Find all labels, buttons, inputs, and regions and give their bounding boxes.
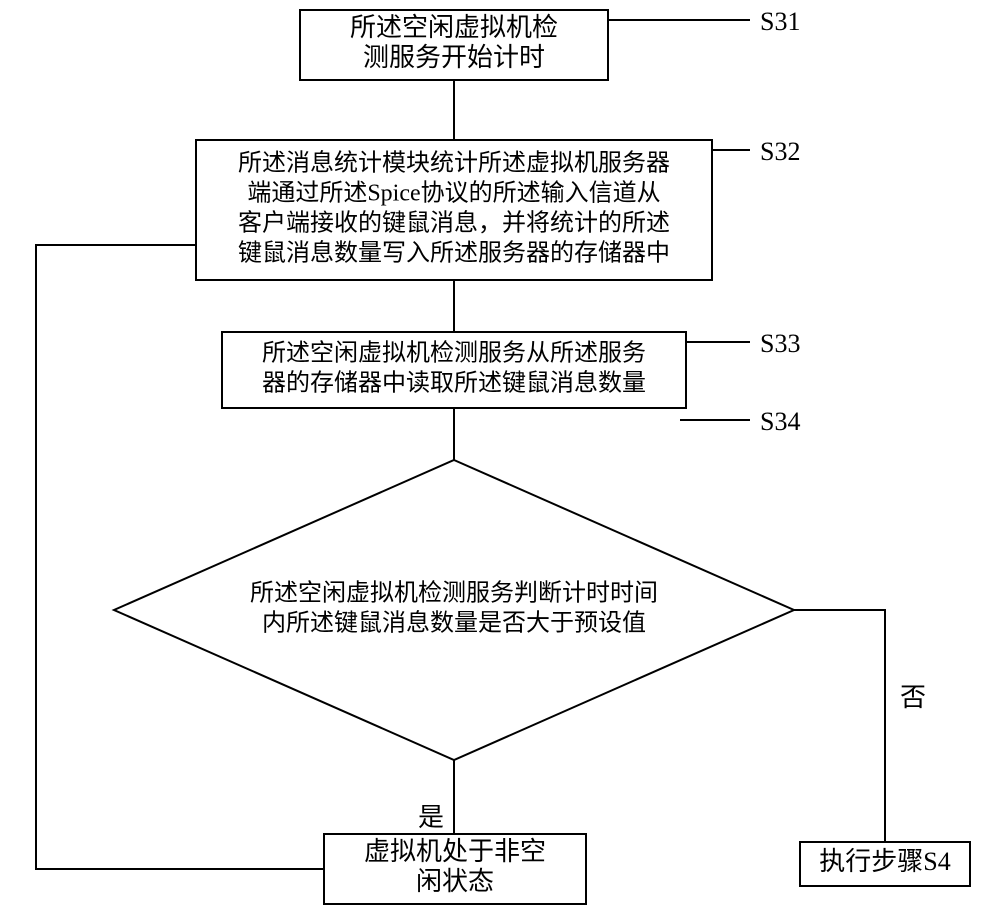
node-s33-text: 所述空闲虚拟机检测服务从所述服务: [262, 340, 646, 367]
node-s31-text: 所述空闲虚拟机检: [350, 13, 558, 42]
flowchart-canvas: 所述空闲虚拟机检测服务开始计时所述消息统计模块统计所述虚拟机服务器端通过所述Sp…: [0, 0, 1000, 913]
node-s32-text: 端通过所述Spice协议的所述输入信道从: [247, 180, 660, 207]
node-s32-text: 客户端接收的键鼠消息，并将统计的所述: [238, 210, 670, 237]
branch-label-yes: 是: [418, 803, 444, 832]
node-yes-result-text: 虚拟机处于非空: [364, 837, 546, 866]
node-s34-text: 内所述键鼠消息数量是否大于预设值: [262, 610, 646, 637]
step-label-s32: S32: [760, 137, 800, 166]
node-yes-result-text: 闲状态: [416, 867, 494, 896]
branch-label-no: 否: [900, 683, 926, 712]
node-s34-text: 所述空闲虚拟机检测服务判断计时时间: [250, 580, 658, 607]
step-label-s33: S33: [760, 329, 800, 358]
node-s31-text: 测服务开始计时: [363, 43, 545, 72]
node-no-result-text: 执行步骤S4: [819, 847, 950, 876]
node-s32-text: 所述消息统计模块统计所述虚拟机服务器: [238, 150, 670, 177]
step-label-s34: S34: [760, 407, 800, 436]
node-s32-text: 键鼠消息数量写入所述服务器的存储器中: [238, 240, 670, 267]
step-label-s31: S31: [760, 7, 800, 36]
edge-s34-no: [794, 610, 885, 842]
node-s33-text: 器的存储器中读取所述键鼠消息数量: [262, 370, 646, 397]
